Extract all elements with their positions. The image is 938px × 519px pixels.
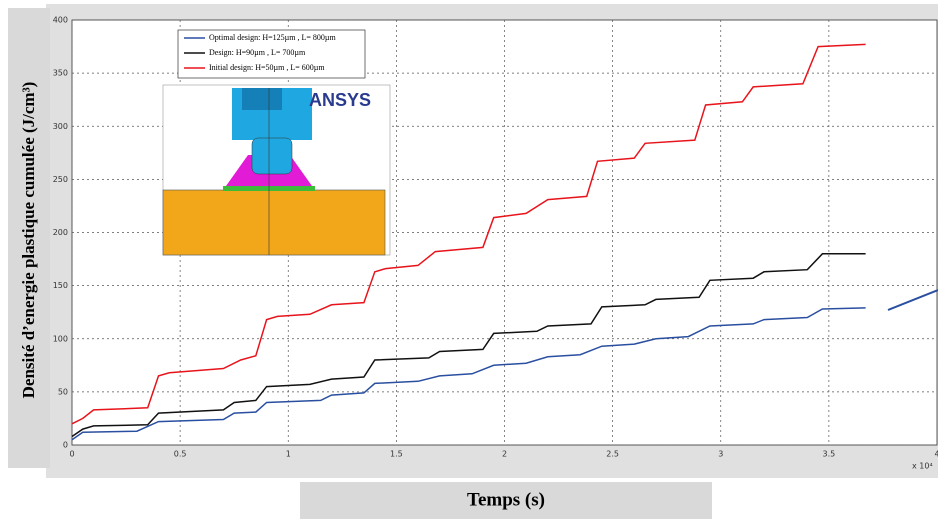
data-line [71, 253, 866, 438]
y-tick-label: 100 [53, 334, 68, 343]
inset-image: ANSYS [162, 84, 391, 256]
x-multiplier: x 10⁴ [912, 462, 933, 471]
y-tick-label: 150 [53, 281, 68, 290]
y-tick-label: 400 [53, 16, 68, 25]
x-tick-label: 2 [502, 450, 507, 459]
inset-tip [251, 137, 293, 175]
xlabel-box [300, 482, 712, 519]
y-tick-label: 250 [53, 175, 68, 184]
x-axis-label: Temps (s) [467, 489, 545, 510]
x-tick-label: 0.5 [174, 450, 187, 459]
legend-label: Optimal design: H=125µm , L= 800µm [209, 33, 336, 42]
inset-tool-top [242, 88, 282, 110]
legend-label: Initial design: H=50µm , L= 600µm [209, 63, 325, 72]
data-line [71, 307, 866, 441]
legend-box [177, 29, 366, 79]
y-tick-label: 0 [63, 441, 68, 450]
stray-line [887, 289, 938, 311]
x-tick-label: 3 [718, 450, 723, 459]
y-tick-label: 50 [58, 387, 68, 396]
data-line [71, 43, 866, 425]
y-tick-label: 200 [53, 228, 68, 237]
x-tick-label: 3.5 [823, 450, 836, 459]
ylabel-box [8, 8, 50, 468]
y-axis-label: Densité d’energie plastique cumulée (J/c… [19, 82, 38, 399]
x-tick-label: 1 [286, 450, 291, 459]
inset-substrate [162, 189, 386, 256]
y-tick-label: 350 [53, 69, 68, 78]
x-tick-label: 0 [69, 450, 74, 459]
legend-label: Design: H=90µm , L= 700µm [209, 48, 306, 57]
x-tick-label: 4 [934, 450, 938, 459]
x-tick-label: 1.5 [390, 450, 403, 459]
inset-label: ANSYS [309, 90, 371, 110]
x-tick-label: 2.5 [606, 450, 619, 459]
y-tick-label: 300 [53, 122, 68, 131]
